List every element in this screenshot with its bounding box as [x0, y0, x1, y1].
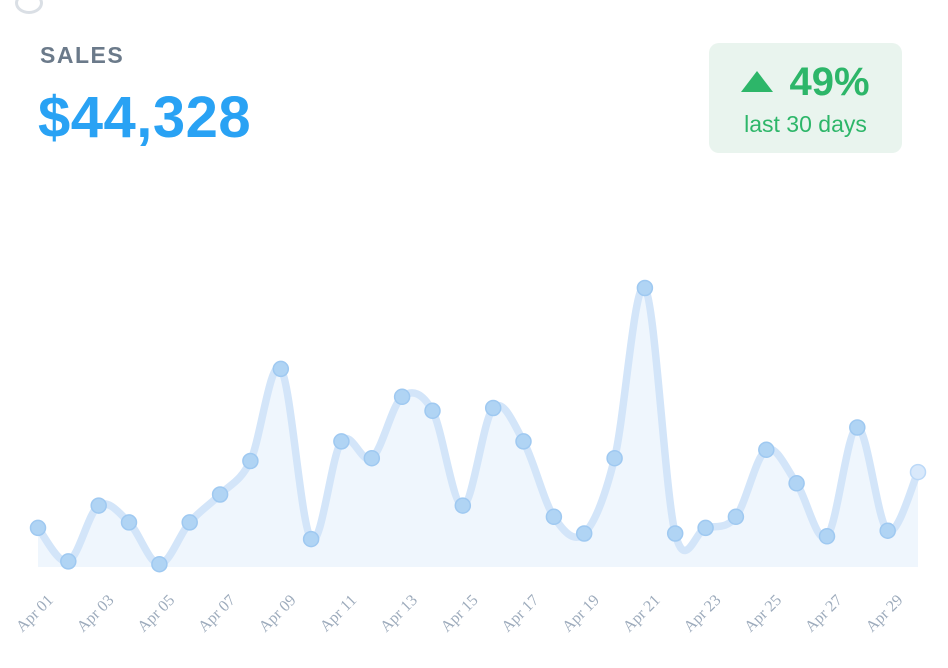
trend-row: 49%	[741, 59, 870, 105]
x-axis-label: Apr 19	[559, 592, 603, 636]
data-point-apr-20	[606, 449, 623, 467]
data-point-apr-09	[272, 360, 290, 378]
data-point-apr-16	[484, 399, 502, 417]
data-point-apr-30	[909, 463, 927, 481]
data-point-apr-04	[120, 514, 138, 531]
data-point-apr-19	[575, 525, 593, 542]
data-point-apr-01	[29, 519, 47, 537]
data-point-apr-26	[788, 475, 805, 492]
x-axis-label: Apr 29	[863, 592, 907, 636]
x-axis-label: Apr 23	[681, 592, 725, 636]
x-axis-label: Apr 07	[195, 592, 239, 636]
x-axis-label: Apr 11	[317, 592, 360, 635]
sales-label: SALES	[40, 42, 125, 68]
data-point-apr-07	[211, 486, 229, 503]
x-axis-label: Apr 27	[802, 592, 846, 636]
data-point-apr-21	[636, 279, 654, 297]
x-axis-label: Apr 05	[134, 592, 178, 636]
x-axis-label: Apr 25	[741, 592, 785, 636]
trend-up-icon	[741, 71, 774, 93]
trend-badge: 49% last 30 days	[709, 43, 902, 153]
data-point-apr-27	[818, 528, 836, 545]
data-point-apr-12	[363, 449, 381, 467]
data-point-apr-25	[758, 441, 775, 459]
x-axis-label: Apr 13	[377, 592, 421, 636]
x-axis-label: Apr 21	[620, 592, 664, 636]
data-point-apr-03	[90, 497, 107, 514]
chart-area-fill	[38, 287, 918, 567]
sales-value: $44,328	[38, 85, 252, 150]
cropped-ui-artifact	[15, 0, 43, 14]
data-point-apr-02	[60, 553, 77, 570]
trend-period: last 30 days	[744, 110, 867, 137]
x-axis-label: Apr 09	[256, 592, 300, 636]
data-point-apr-28	[849, 419, 866, 436]
data-point-apr-08	[242, 452, 259, 470]
data-point-apr-05	[151, 555, 168, 573]
data-point-apr-11	[333, 433, 350, 450]
data-point-apr-24	[727, 508, 745, 526]
data-point-apr-18	[545, 508, 563, 526]
trend-percent: 49%	[789, 59, 870, 104]
data-point-apr-15	[454, 497, 472, 514]
data-point-apr-17	[515, 433, 532, 450]
data-point-apr-13	[393, 388, 411, 406]
data-point-apr-22	[666, 525, 684, 542]
data-point-apr-06	[181, 514, 198, 531]
data-point-apr-29	[879, 522, 896, 539]
x-axis-label: Apr 03	[74, 592, 118, 636]
data-point-apr-23	[697, 519, 714, 537]
x-axis-label: Apr 01	[13, 592, 57, 636]
data-point-apr-14	[424, 402, 441, 420]
data-point-apr-10	[302, 530, 320, 548]
x-axis-label: Apr 17	[499, 592, 543, 636]
x-axis-label: Apr 15	[438, 592, 482, 636]
